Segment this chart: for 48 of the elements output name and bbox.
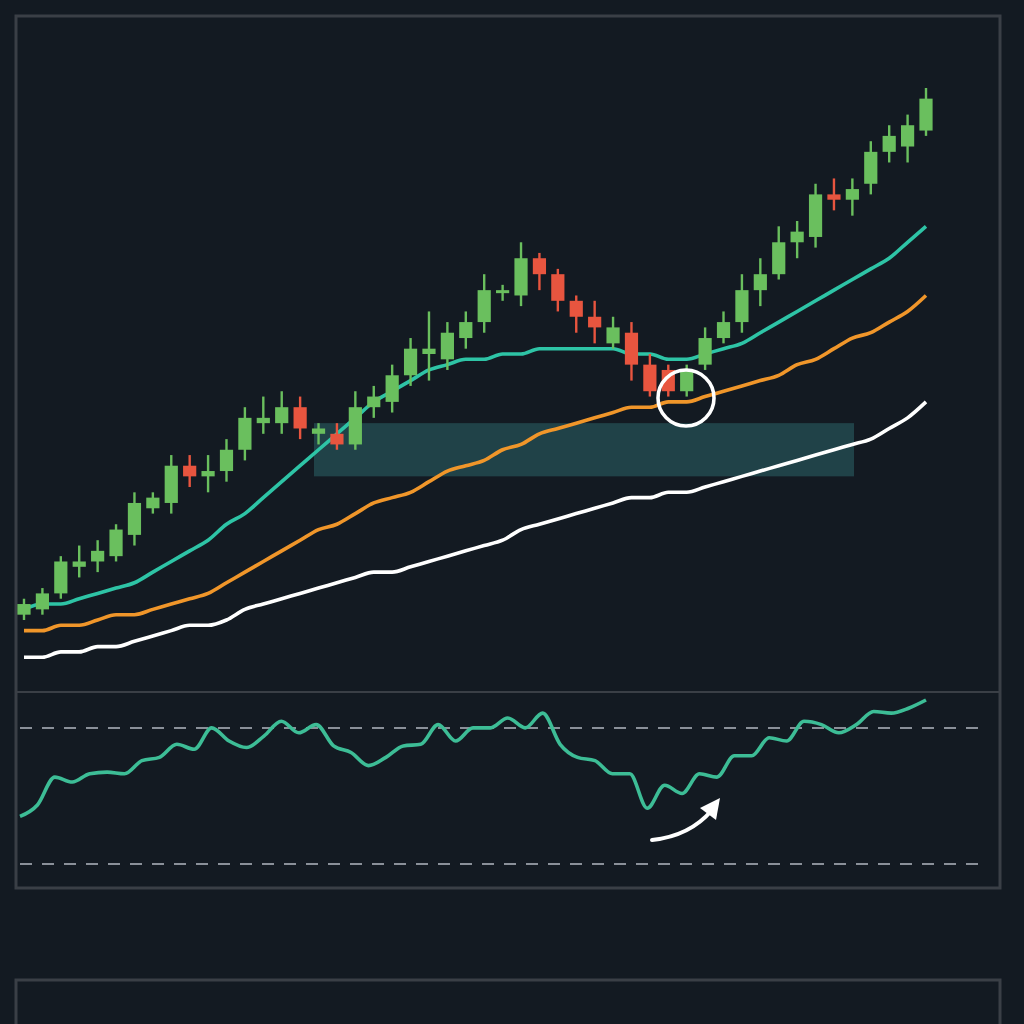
candlestick xyxy=(72,544,86,579)
candlestick xyxy=(219,437,234,483)
candlestick xyxy=(643,352,657,398)
candlestick xyxy=(624,320,639,382)
candlestick xyxy=(514,241,528,308)
candlestick xyxy=(496,283,510,302)
candlestick xyxy=(753,257,767,308)
candlestick xyxy=(440,320,454,372)
candlestick xyxy=(735,273,749,334)
candlestick xyxy=(772,225,786,281)
candlestick xyxy=(403,336,418,388)
candlestick xyxy=(477,273,491,334)
candlestick xyxy=(588,299,602,345)
candlestick xyxy=(606,315,620,350)
candlestick xyxy=(311,421,326,446)
candlestick xyxy=(532,251,547,292)
candlestick xyxy=(164,453,178,515)
candlestick xyxy=(569,294,583,334)
candlestick xyxy=(201,453,215,494)
candlestick xyxy=(551,267,565,313)
candlestick xyxy=(808,182,823,249)
candlestick xyxy=(183,453,197,489)
candlestick xyxy=(54,554,68,600)
candlestick xyxy=(919,86,933,138)
candlestick xyxy=(790,219,804,260)
candlestick xyxy=(385,363,399,414)
candlestick xyxy=(348,390,362,451)
candlestick xyxy=(459,310,473,350)
candlestick xyxy=(422,310,436,382)
candlestick xyxy=(367,384,381,420)
candlestick xyxy=(698,326,712,372)
candlestick xyxy=(238,406,252,462)
candlestick xyxy=(716,310,731,345)
candlestick xyxy=(864,140,878,196)
candlestick xyxy=(146,491,160,515)
candlestick xyxy=(91,539,105,574)
candlestick xyxy=(17,597,31,622)
candlestick xyxy=(275,390,289,435)
candlestick xyxy=(293,395,307,441)
candlestick xyxy=(109,523,123,563)
candlestick xyxy=(35,586,50,616)
candlestick xyxy=(845,177,859,217)
candlestick xyxy=(882,124,896,164)
candlestick xyxy=(900,113,915,164)
candlestick xyxy=(256,395,270,435)
candlestick xyxy=(330,421,344,451)
candlestick xyxy=(827,177,841,212)
candlestick xyxy=(127,491,142,547)
